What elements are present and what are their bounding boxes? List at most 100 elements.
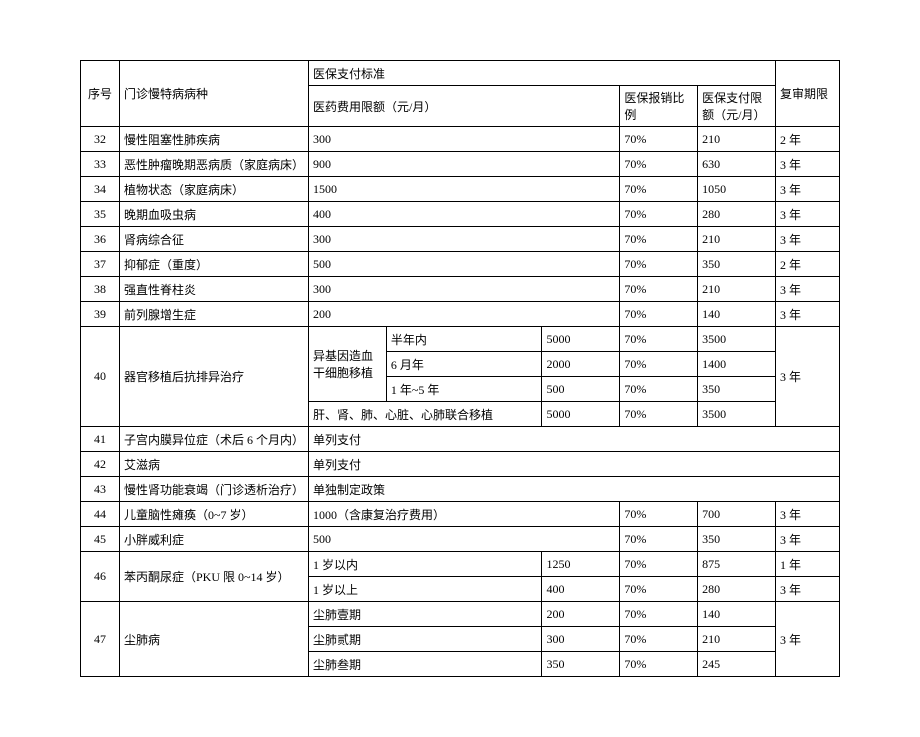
cell-note: 单列支付 xyxy=(309,452,840,477)
cell-disease: 强直性脊柱炎 xyxy=(120,277,309,302)
cell-seq: 39 xyxy=(81,302,120,327)
table-row: 46 苯丙酮尿症（PKU 限 0~14 岁） 1 岁以内 1250 70% 87… xyxy=(81,552,840,577)
cell-limit: 280 xyxy=(698,577,776,602)
cell-fee: 300 xyxy=(309,277,620,302)
cell-fee: 300 xyxy=(309,227,620,252)
cell-ratio: 70% xyxy=(620,527,698,552)
cell-review: 3 年 xyxy=(776,602,840,677)
cell-fee: 400 xyxy=(309,202,620,227)
cell-limit: 140 xyxy=(698,602,776,627)
cell-disease: 恶性肿瘤晚期恶病质（家庭病床） xyxy=(120,152,309,177)
cell-period: 6 月年 xyxy=(386,352,542,377)
cell-disease: 苯丙酮尿症（PKU 限 0~14 岁） xyxy=(120,552,309,602)
cell-limit: 210 xyxy=(698,227,776,252)
cell-ratio: 70% xyxy=(620,202,698,227)
cell-ratio: 70% xyxy=(620,277,698,302)
cell-fee: 200 xyxy=(542,602,620,627)
cell-fee: 900 xyxy=(309,152,620,177)
cell-limit: 350 xyxy=(698,527,776,552)
cell-fee: 1500 xyxy=(309,177,620,202)
cell-fee: 5000 xyxy=(542,327,620,352)
cell-seq: 46 xyxy=(81,552,120,602)
cell-review: 3 年 xyxy=(776,277,840,302)
cell-ratio: 70% xyxy=(620,227,698,252)
cell-fee: 1250 xyxy=(542,552,620,577)
table-row: 32 慢性阻塞性肺疾病 300 70% 210 2 年 xyxy=(81,127,840,152)
cell-note: 单独制定政策 xyxy=(309,477,840,502)
cell-limit: 350 xyxy=(698,377,776,402)
cell-ratio: 70% xyxy=(620,127,698,152)
table-row: 45 小胖威利症 500 70% 350 3 年 xyxy=(81,527,840,552)
table-row: 38 强直性脊柱炎 300 70% 210 3 年 xyxy=(81,277,840,302)
cell-ratio: 70% xyxy=(620,402,698,427)
cell-review: 3 年 xyxy=(776,577,840,602)
cell-disease: 艾滋病 xyxy=(120,452,309,477)
cell-period: 半年内 xyxy=(386,327,542,352)
cell-seq: 42 xyxy=(81,452,120,477)
cell-fee: 5000 xyxy=(542,402,620,427)
cell-note: 单列支付 xyxy=(309,427,840,452)
cell-period: 1 岁以上 xyxy=(309,577,542,602)
cell-limit: 1400 xyxy=(698,352,776,377)
cell-fee: 300 xyxy=(542,627,620,652)
table-row: 39 前列腺增生症 200 70% 140 3 年 xyxy=(81,302,840,327)
cell-seq: 44 xyxy=(81,502,120,527)
cell-seq: 41 xyxy=(81,427,120,452)
cell-ratio: 70% xyxy=(620,652,698,677)
cell-review: 1 年 xyxy=(776,552,840,577)
cell-ratio: 70% xyxy=(620,577,698,602)
cell-limit: 245 xyxy=(698,652,776,677)
cell-disease: 小胖威利症 xyxy=(120,527,309,552)
cell-ratio: 70% xyxy=(620,552,698,577)
cell-seq: 40 xyxy=(81,327,120,427)
header-standard: 医保支付标准 xyxy=(309,61,776,86)
cell-seq: 45 xyxy=(81,527,120,552)
cell-disease: 抑郁症（重度） xyxy=(120,252,309,277)
cell-fee: 200 xyxy=(309,302,620,327)
header-ratio: 医保报销比例 xyxy=(620,86,698,127)
header-review: 复审期限 xyxy=(776,61,840,127)
cell-review: 3 年 xyxy=(776,502,840,527)
table-row: 44 儿童脑性瘫痪（0~7 岁） 1000（含康复治疗费用） 70% 700 3… xyxy=(81,502,840,527)
cell-seq: 38 xyxy=(81,277,120,302)
cell-sub2: 肝、肾、肺、心脏、心肺联合移植 xyxy=(309,402,542,427)
cell-limit: 875 xyxy=(698,552,776,577)
table-row: 34 植物状态（家庭病床） 1500 70% 1050 3 年 xyxy=(81,177,840,202)
cell-disease: 器官移植后抗排异治疗 xyxy=(120,327,309,427)
table-row: 47 尘肺病 尘肺壹期 200 70% 140 3 年 xyxy=(81,602,840,627)
cell-ratio: 70% xyxy=(620,327,698,352)
cell-disease: 植物状态（家庭病床） xyxy=(120,177,309,202)
cell-period: 1 岁以内 xyxy=(309,552,542,577)
cell-limit: 1050 xyxy=(698,177,776,202)
cell-disease: 肾病综合征 xyxy=(120,227,309,252)
cell-disease: 慢性阻塞性肺疾病 xyxy=(120,127,309,152)
cell-disease: 慢性肾功能衰竭（门诊透析治疗） xyxy=(120,477,309,502)
cell-review: 2 年 xyxy=(776,252,840,277)
cell-review: 3 年 xyxy=(776,527,840,552)
cell-period: 尘肺贰期 xyxy=(309,627,542,652)
cell-disease: 子宫内膜异位症（术后 6 个月内） xyxy=(120,427,309,452)
cell-seq: 43 xyxy=(81,477,120,502)
table-row: 43 慢性肾功能衰竭（门诊透析治疗） 单独制定政策 xyxy=(81,477,840,502)
cell-period: 1 年~5 年 xyxy=(386,377,542,402)
cell-review: 2 年 xyxy=(776,127,840,152)
cell-limit: 630 xyxy=(698,152,776,177)
cell-disease: 儿童脑性瘫痪（0~7 岁） xyxy=(120,502,309,527)
cell-period: 尘肺叁期 xyxy=(309,652,542,677)
cell-limit: 210 xyxy=(698,627,776,652)
cell-fee: 400 xyxy=(542,577,620,602)
cell-ratio: 70% xyxy=(620,502,698,527)
cell-limit: 3500 xyxy=(698,327,776,352)
cell-ratio: 70% xyxy=(620,377,698,402)
cell-seq: 34 xyxy=(81,177,120,202)
cell-fee: 300 xyxy=(309,127,620,152)
cell-ratio: 70% xyxy=(620,177,698,202)
cell-ratio: 70% xyxy=(620,302,698,327)
cell-fee: 500 xyxy=(542,377,620,402)
cell-ratio: 70% xyxy=(620,352,698,377)
cell-seq: 47 xyxy=(81,602,120,677)
cell-fee: 350 xyxy=(542,652,620,677)
table-row: 37 抑郁症（重度） 500 70% 350 2 年 xyxy=(81,252,840,277)
cell-fee: 500 xyxy=(309,527,620,552)
cell-disease: 晚期血吸虫病 xyxy=(120,202,309,227)
